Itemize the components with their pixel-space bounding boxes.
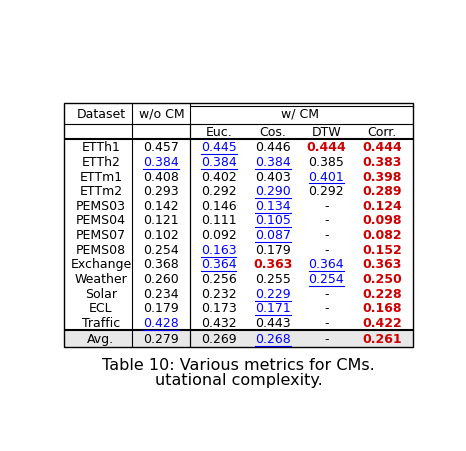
Text: 0.444: 0.444 <box>307 141 346 154</box>
Text: Euc.: Euc. <box>206 126 232 139</box>
Text: 0.432: 0.432 <box>201 316 236 329</box>
Text: 0.384: 0.384 <box>255 156 291 169</box>
Text: 0.124: 0.124 <box>363 199 402 212</box>
Text: -: - <box>324 287 329 300</box>
Text: 0.290: 0.290 <box>255 185 291 198</box>
Text: 0.292: 0.292 <box>201 185 236 198</box>
Text: 0.229: 0.229 <box>255 287 291 300</box>
Text: 0.260: 0.260 <box>144 272 179 285</box>
Text: 0.179: 0.179 <box>144 302 179 314</box>
Text: 0.163: 0.163 <box>201 243 236 256</box>
Text: 0.256: 0.256 <box>201 272 237 285</box>
Bar <box>64 330 413 347</box>
Text: 0.363: 0.363 <box>363 258 402 271</box>
Text: 0.457: 0.457 <box>144 141 179 154</box>
Text: 0.171: 0.171 <box>255 302 291 314</box>
Text: 0.179: 0.179 <box>255 243 291 256</box>
Text: Corr.: Corr. <box>368 126 397 139</box>
Text: 0.384: 0.384 <box>201 156 237 169</box>
Text: 0.293: 0.293 <box>144 185 179 198</box>
Text: 0.269: 0.269 <box>201 332 236 345</box>
Text: PEMS04: PEMS04 <box>76 214 126 227</box>
Text: 0.234: 0.234 <box>144 287 179 300</box>
Text: 0.142: 0.142 <box>144 199 179 212</box>
Text: 0.401: 0.401 <box>308 170 344 183</box>
Text: 0.443: 0.443 <box>255 316 291 329</box>
Text: 0.402: 0.402 <box>201 170 237 183</box>
Text: -: - <box>324 214 329 227</box>
Text: 0.173: 0.173 <box>201 302 237 314</box>
Text: Cos.: Cos. <box>260 126 287 139</box>
Text: 0.446: 0.446 <box>255 141 291 154</box>
Text: -: - <box>324 229 329 242</box>
Text: Solar: Solar <box>85 287 117 300</box>
Text: 0.398: 0.398 <box>363 170 402 183</box>
Text: 0.445: 0.445 <box>201 141 237 154</box>
Text: 0.279: 0.279 <box>144 332 179 345</box>
Bar <box>64 103 413 347</box>
Text: 0.232: 0.232 <box>201 287 236 300</box>
Text: 0.098: 0.098 <box>363 214 402 227</box>
Text: w/ CM: w/ CM <box>281 107 319 120</box>
Text: 0.105: 0.105 <box>255 214 291 227</box>
Text: ETTm2: ETTm2 <box>79 185 123 198</box>
Text: 0.444: 0.444 <box>363 141 402 154</box>
Text: -: - <box>324 199 329 212</box>
Text: 0.268: 0.268 <box>255 332 291 345</box>
Text: PEMS08: PEMS08 <box>76 243 126 256</box>
Text: 0.102: 0.102 <box>144 229 179 242</box>
Text: ETTh1: ETTh1 <box>82 141 120 154</box>
Text: 0.092: 0.092 <box>201 229 237 242</box>
Text: PEMS07: PEMS07 <box>76 229 126 242</box>
Text: 0.146: 0.146 <box>201 199 236 212</box>
Text: 0.368: 0.368 <box>144 258 179 271</box>
Text: 0.403: 0.403 <box>255 170 291 183</box>
Text: ETTh2: ETTh2 <box>82 156 120 169</box>
Text: 0.385: 0.385 <box>308 156 344 169</box>
Text: 0.364: 0.364 <box>201 258 236 271</box>
Text: 0.111: 0.111 <box>201 214 236 227</box>
Text: 0.254: 0.254 <box>308 272 344 285</box>
Text: 0.428: 0.428 <box>144 316 179 329</box>
Text: utational complexity.: utational complexity. <box>155 372 322 387</box>
Text: 0.255: 0.255 <box>255 272 291 285</box>
Text: ECL: ECL <box>89 302 113 314</box>
Text: -: - <box>324 243 329 256</box>
Text: Table 10: Various metrics for CMs.: Table 10: Various metrics for CMs. <box>103 358 375 373</box>
Text: 0.254: 0.254 <box>144 243 179 256</box>
Text: 0.408: 0.408 <box>144 170 179 183</box>
Text: w/o CM: w/o CM <box>138 107 184 120</box>
Text: Exchange: Exchange <box>70 258 131 271</box>
Text: 0.289: 0.289 <box>363 185 402 198</box>
Text: 0.292: 0.292 <box>308 185 344 198</box>
Text: Traffic: Traffic <box>82 316 120 329</box>
Text: DTW: DTW <box>312 126 341 139</box>
Text: 0.261: 0.261 <box>363 332 402 345</box>
Text: 0.384: 0.384 <box>144 156 179 169</box>
Text: Dataset: Dataset <box>76 107 125 120</box>
Text: 0.422: 0.422 <box>363 316 402 329</box>
Text: -: - <box>324 332 329 345</box>
Text: 0.383: 0.383 <box>363 156 402 169</box>
Text: -: - <box>324 316 329 329</box>
Text: 0.228: 0.228 <box>363 287 402 300</box>
Text: 0.364: 0.364 <box>308 258 344 271</box>
Text: 0.087: 0.087 <box>255 229 291 242</box>
Text: 0.250: 0.250 <box>363 272 402 285</box>
Text: 0.134: 0.134 <box>255 199 291 212</box>
Text: 0.363: 0.363 <box>253 258 293 271</box>
Text: ETTm1: ETTm1 <box>79 170 123 183</box>
Text: Weather: Weather <box>75 272 127 285</box>
Text: 0.168: 0.168 <box>363 302 402 314</box>
Text: Avg.: Avg. <box>87 332 115 345</box>
Text: -: - <box>324 302 329 314</box>
Text: PEMS03: PEMS03 <box>76 199 126 212</box>
Text: 0.152: 0.152 <box>363 243 402 256</box>
Text: 0.082: 0.082 <box>363 229 402 242</box>
Text: 0.121: 0.121 <box>144 214 179 227</box>
